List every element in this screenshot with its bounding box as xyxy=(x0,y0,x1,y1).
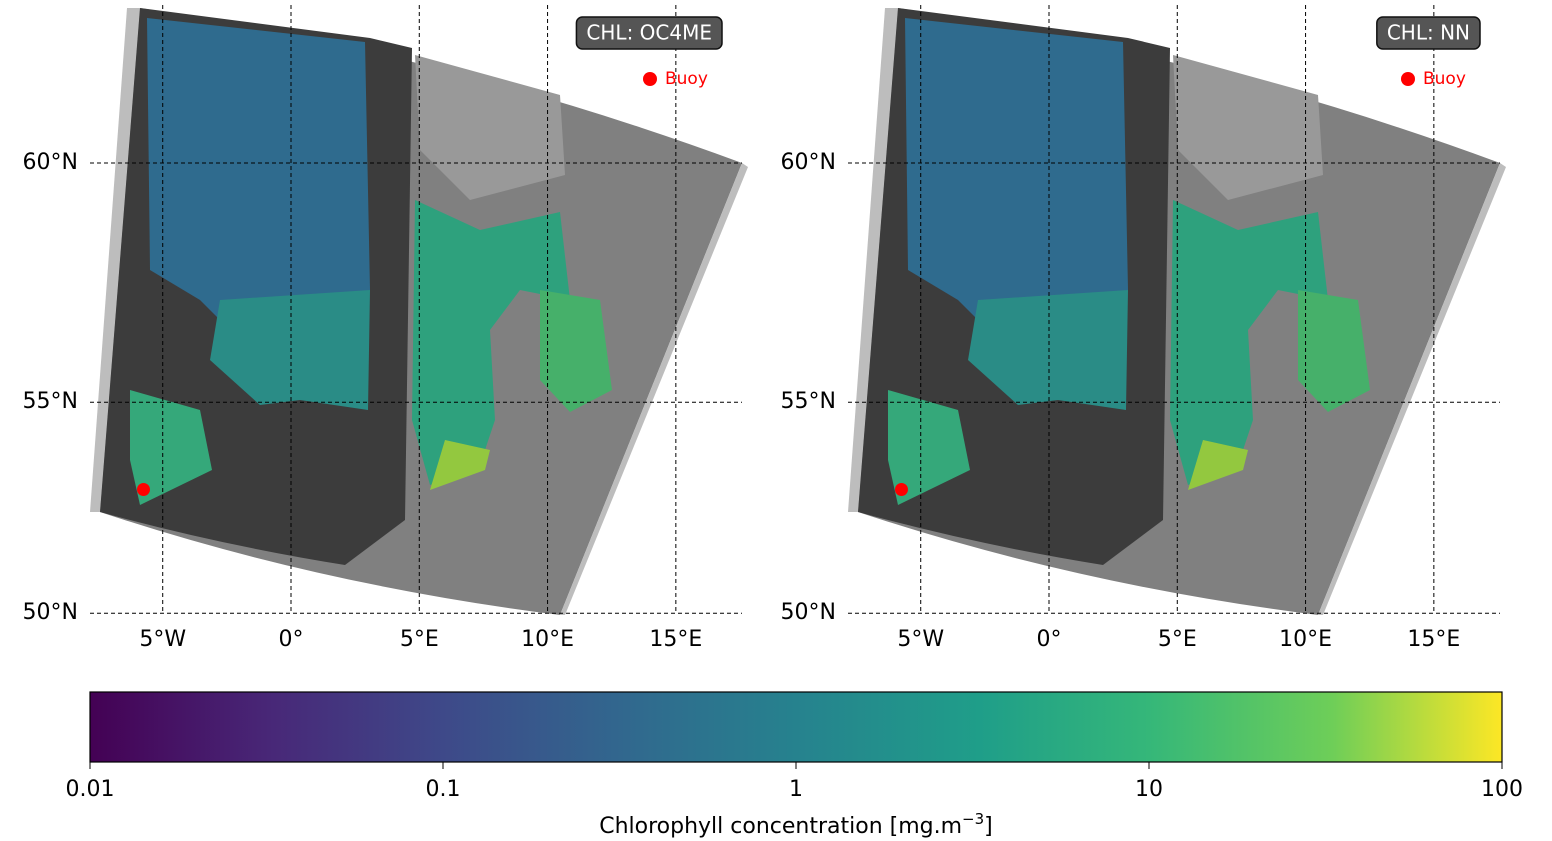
colorbar-label: Chlorophyll concentration [mg.m−3] xyxy=(599,810,993,840)
buoy xyxy=(895,483,908,496)
figure: 60°N55°N50°N5°W0°5°E10°E15°ECHL: OC4MEBu… xyxy=(0,0,1552,841)
colorbar-tick-label: 0.1 xyxy=(426,777,461,802)
label-close: ] xyxy=(984,814,993,839)
legend-marker xyxy=(1401,72,1415,86)
sea xyxy=(147,18,370,330)
panel-title: CHL: OC4ME xyxy=(586,21,712,45)
lat-tick-label: 60°N xyxy=(781,150,836,175)
colorbar-tick-label: 10 xyxy=(1135,777,1163,802)
sea xyxy=(905,18,1128,330)
panels: 60°N 55°N 50°N 5°W 0° 5°E 10°E 15°E CHL: OC4ME Bu… xyxy=(23,5,1506,652)
legend-label: Buoy xyxy=(665,69,708,89)
lon-tick-label: 5°W xyxy=(139,627,186,652)
map-panel: 60°N 55°N 50°N 5°W 0° 5°E 10°E 15°E CHL: OC4ME Bu… xyxy=(23,5,748,652)
lat-tick-label: 55°N xyxy=(23,389,78,414)
lon-tick-label: 10°E xyxy=(521,627,574,652)
lat-tick-label: 50°N xyxy=(781,600,836,625)
colorbar-tick-label: 0.01 xyxy=(66,777,115,802)
lon-tick-label: 15°E xyxy=(1407,627,1460,652)
lon-tick-label: 15°E xyxy=(649,627,702,652)
panel-title: CHL: NN xyxy=(1387,21,1470,45)
colorbar-tick-label: 1 xyxy=(789,777,803,802)
legend-marker xyxy=(643,72,657,86)
lon-tick-label: 0° xyxy=(1037,627,1062,652)
buoy xyxy=(137,483,150,496)
colorbar-tick-label: 100 xyxy=(1481,777,1523,802)
lon-tick-label: 5°E xyxy=(1158,627,1197,652)
map-panel: 60°N 55°N 50°N 5°W 0° 5°E 10°E 15°E CHL: NN Buoy xyxy=(781,5,1506,652)
lon-tick-label: 5°E xyxy=(400,627,439,652)
colorbar-gradient xyxy=(90,692,1502,762)
lon-tick-label: 0° xyxy=(279,627,304,652)
label-text: Chlorophyll concentration [mg.m xyxy=(599,814,962,839)
legend-label: Buoy xyxy=(1423,69,1466,89)
colorbar: Chlorophyll concentration [mg.m−3] 0.01 0… xyxy=(66,692,1523,839)
lat-tick-label: 55°N xyxy=(781,389,836,414)
lon-tick-label: 10°E xyxy=(1279,627,1332,652)
lat-tick-label: 60°N xyxy=(23,150,78,175)
lon-tick-label: 5°W xyxy=(897,627,944,652)
label-exponent: −3 xyxy=(962,810,984,828)
lat-tick-label: 50°N xyxy=(23,600,78,625)
